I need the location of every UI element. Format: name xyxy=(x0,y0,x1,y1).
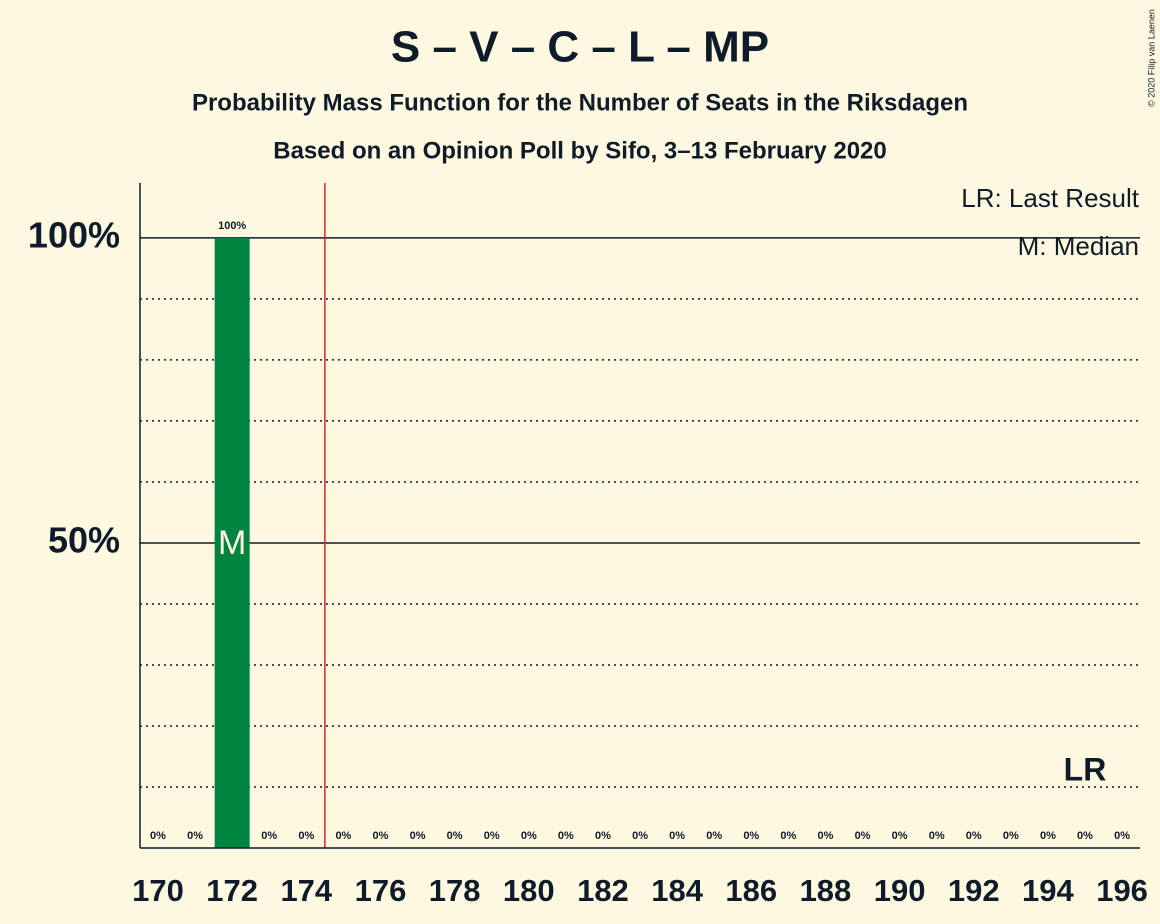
value-label: 0% xyxy=(447,830,463,842)
value-label: 0% xyxy=(1040,830,1056,842)
chart-subtitle: Probability Mass Function for the Number… xyxy=(192,89,968,116)
y-tick-label: 50% xyxy=(48,519,120,560)
x-tick-label: 192 xyxy=(948,873,1000,908)
legend-entry: M: Median xyxy=(1018,231,1139,261)
value-label: 0% xyxy=(373,830,389,842)
value-label: 0% xyxy=(743,830,759,842)
value-label: 0% xyxy=(595,830,611,842)
value-label: 0% xyxy=(780,830,796,842)
value-label: 0% xyxy=(558,830,574,842)
value-label: 0% xyxy=(706,830,722,842)
x-tick-label: 170 xyxy=(132,873,184,908)
x-tick-label: 174 xyxy=(280,873,332,908)
x-tick-label: 182 xyxy=(577,873,629,908)
x-tick-label: 180 xyxy=(503,873,555,908)
value-label: 0% xyxy=(521,830,537,842)
x-tick-label: 194 xyxy=(1022,873,1074,908)
last-result-marker: LR xyxy=(1064,751,1107,787)
value-label: 0% xyxy=(298,830,314,842)
x-tick-label: 188 xyxy=(800,873,852,908)
value-label: 0% xyxy=(261,830,277,842)
value-label: 0% xyxy=(150,830,166,842)
value-label: 100% xyxy=(218,220,246,232)
chart-subtitle: Based on an Opinion Poll by Sifo, 3–13 F… xyxy=(273,137,887,164)
x-tick-label: 186 xyxy=(725,873,777,908)
value-label: 0% xyxy=(187,830,203,842)
x-tick-label: 184 xyxy=(651,873,703,908)
x-tick-label: 172 xyxy=(206,873,258,908)
value-label: 0% xyxy=(1077,830,1093,842)
value-label: 0% xyxy=(929,830,945,842)
legend-entry: LR: Last Result xyxy=(961,183,1140,213)
chart-title: S – V – C – L – MP xyxy=(391,23,769,72)
value-label: 0% xyxy=(855,830,871,842)
x-tick-label: 178 xyxy=(429,873,481,908)
y-tick-label: 100% xyxy=(28,214,120,255)
value-label: 0% xyxy=(669,830,685,842)
value-label: 0% xyxy=(1114,830,1130,842)
value-label: 0% xyxy=(1003,830,1019,842)
bar xyxy=(214,237,250,848)
value-label: 0% xyxy=(484,830,500,842)
x-tick-label: 176 xyxy=(355,873,407,908)
value-label: 0% xyxy=(410,830,426,842)
credit: © 2020 Filip van Laenen xyxy=(1146,9,1156,107)
value-label: 0% xyxy=(817,830,833,842)
value-label: 0% xyxy=(632,830,648,842)
value-label: 0% xyxy=(966,830,982,842)
x-tick-label: 190 xyxy=(874,873,926,908)
value-label: 0% xyxy=(892,830,908,842)
x-tick-label: 196 xyxy=(1096,873,1148,908)
value-label: 0% xyxy=(335,830,351,842)
median-marker: M xyxy=(218,524,246,562)
